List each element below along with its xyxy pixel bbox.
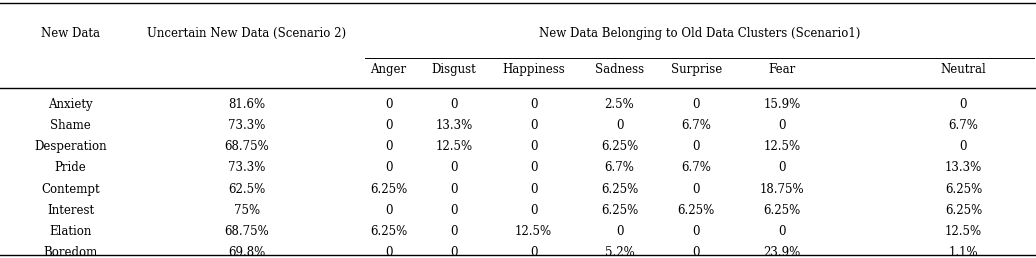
- Text: 0: 0: [450, 162, 458, 174]
- Text: 62.5%: 62.5%: [228, 183, 265, 196]
- Text: Surprise: Surprise: [670, 63, 722, 76]
- Text: Disgust: Disgust: [431, 63, 477, 76]
- Text: 0: 0: [384, 162, 393, 174]
- Text: Interest: Interest: [47, 204, 94, 217]
- Text: Boredom: Boredom: [44, 246, 97, 258]
- Text: 73.3%: 73.3%: [228, 162, 265, 174]
- Text: Neutral: Neutral: [941, 63, 986, 76]
- Text: 6.25%: 6.25%: [370, 225, 407, 238]
- Text: 0: 0: [529, 204, 538, 217]
- Text: 0: 0: [450, 98, 458, 111]
- Text: 6.25%: 6.25%: [601, 183, 638, 196]
- Text: 12.5%: 12.5%: [515, 225, 552, 238]
- Text: Anger: Anger: [371, 63, 406, 76]
- Text: 0: 0: [692, 183, 700, 196]
- Text: 5.2%: 5.2%: [605, 246, 634, 258]
- Text: 73.3%: 73.3%: [228, 119, 265, 132]
- Text: 6.25%: 6.25%: [945, 204, 982, 217]
- Text: Fear: Fear: [769, 63, 796, 76]
- Text: 0: 0: [384, 204, 393, 217]
- Text: Contempt: Contempt: [41, 183, 99, 196]
- Text: 6.25%: 6.25%: [601, 140, 638, 153]
- Text: 0: 0: [692, 246, 700, 258]
- Text: New Data Belonging to Old Data Clusters (Scenario1): New Data Belonging to Old Data Clusters …: [539, 27, 860, 40]
- Text: 6.7%: 6.7%: [605, 162, 634, 174]
- Text: Anxiety: Anxiety: [48, 98, 93, 111]
- Text: 6.7%: 6.7%: [949, 119, 978, 132]
- Text: 6.25%: 6.25%: [678, 204, 715, 217]
- Text: 68.75%: 68.75%: [224, 140, 269, 153]
- Text: 12.5%: 12.5%: [764, 140, 801, 153]
- Text: 0: 0: [450, 246, 458, 258]
- Text: 0: 0: [384, 119, 393, 132]
- Text: 12.5%: 12.5%: [945, 225, 982, 238]
- Text: 0: 0: [529, 162, 538, 174]
- Text: 75%: 75%: [233, 204, 260, 217]
- Text: 0: 0: [529, 140, 538, 153]
- Text: 6.25%: 6.25%: [601, 204, 638, 217]
- Text: 0: 0: [450, 183, 458, 196]
- Text: 0: 0: [778, 119, 786, 132]
- Text: 15.9%: 15.9%: [764, 98, 801, 111]
- Text: 0: 0: [692, 225, 700, 238]
- Text: 6.7%: 6.7%: [682, 162, 711, 174]
- Text: 0: 0: [959, 98, 968, 111]
- Text: 0: 0: [778, 225, 786, 238]
- Text: 18.75%: 18.75%: [759, 183, 805, 196]
- Text: 0: 0: [692, 140, 700, 153]
- Text: 0: 0: [450, 204, 458, 217]
- Text: 23.9%: 23.9%: [764, 246, 801, 258]
- Text: 0: 0: [384, 140, 393, 153]
- Text: Elation: Elation: [50, 225, 91, 238]
- Text: 1.1%: 1.1%: [949, 246, 978, 258]
- Text: 0: 0: [529, 246, 538, 258]
- Text: New Data: New Data: [41, 27, 99, 40]
- Text: 6.25%: 6.25%: [764, 204, 801, 217]
- Text: 12.5%: 12.5%: [435, 140, 472, 153]
- Text: 0: 0: [450, 225, 458, 238]
- Text: 0: 0: [778, 162, 786, 174]
- Text: 0: 0: [692, 98, 700, 111]
- Text: 6.25%: 6.25%: [370, 183, 407, 196]
- Text: Shame: Shame: [50, 119, 91, 132]
- Text: 81.6%: 81.6%: [228, 98, 265, 111]
- Text: Desperation: Desperation: [34, 140, 107, 153]
- Text: Pride: Pride: [55, 162, 86, 174]
- Text: 13.3%: 13.3%: [435, 119, 472, 132]
- Text: Sadness: Sadness: [595, 63, 644, 76]
- Text: 68.75%: 68.75%: [224, 225, 269, 238]
- Text: Happiness: Happiness: [502, 63, 565, 76]
- Text: Uncertain New Data (Scenario 2): Uncertain New Data (Scenario 2): [147, 27, 346, 40]
- Text: 13.3%: 13.3%: [945, 162, 982, 174]
- Text: 2.5%: 2.5%: [605, 98, 634, 111]
- Text: 0: 0: [529, 183, 538, 196]
- Text: 69.8%: 69.8%: [228, 246, 265, 258]
- Text: 0: 0: [384, 98, 393, 111]
- Text: 0: 0: [959, 140, 968, 153]
- Text: 0: 0: [384, 246, 393, 258]
- Text: 0: 0: [615, 225, 624, 238]
- Text: 6.7%: 6.7%: [682, 119, 711, 132]
- Text: 0: 0: [529, 98, 538, 111]
- Text: 6.25%: 6.25%: [945, 183, 982, 196]
- Text: 0: 0: [615, 119, 624, 132]
- Text: 0: 0: [529, 119, 538, 132]
